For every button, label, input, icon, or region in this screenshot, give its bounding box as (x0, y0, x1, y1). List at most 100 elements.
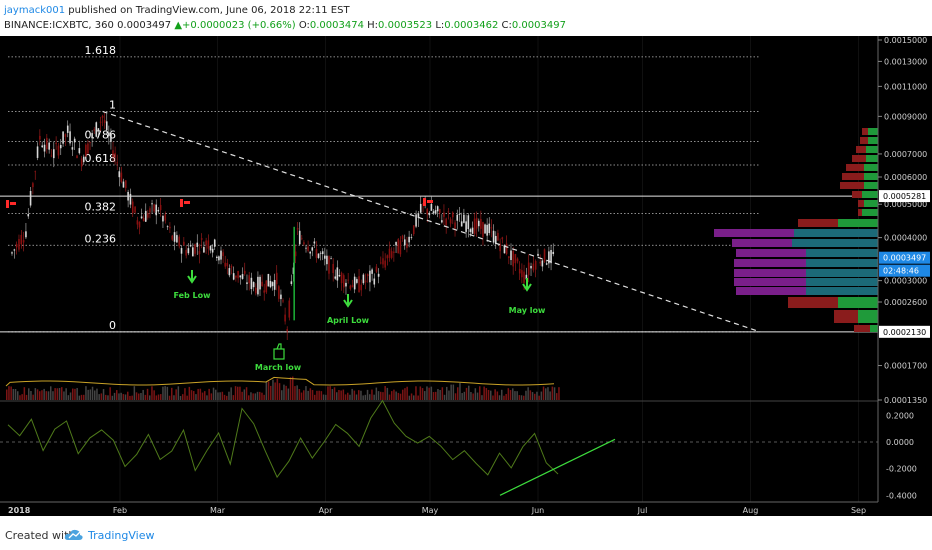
volume-profile-bar-down (734, 269, 806, 277)
candle-body (15, 244, 18, 248)
volume-bar (375, 387, 378, 400)
candle-body (185, 249, 187, 256)
volume-bar (153, 390, 155, 400)
volume-bar (439, 389, 441, 400)
time-tick-label: Jul (637, 506, 648, 515)
volume-bar (28, 388, 30, 400)
volume-bar (545, 388, 547, 400)
candle-body (460, 221, 463, 227)
candle-body (176, 235, 178, 243)
chart-area[interactable]: 1.618 1 0.786 0.618 0.382 0.236 0 Feb Low April… (0, 36, 932, 516)
candle-body (539, 261, 541, 264)
volume-bar (435, 391, 437, 400)
candle-body (207, 240, 210, 249)
candle-body (213, 239, 216, 247)
candle-body (259, 276, 261, 290)
volume-bar (402, 389, 404, 400)
tradingview-cloud-icon[interactable] (64, 528, 84, 542)
candle-body (178, 236, 181, 247)
candle-body (371, 269, 373, 274)
volume-bar (509, 390, 512, 400)
volume-bar (215, 389, 217, 400)
volume-profile-bar-up (862, 209, 878, 216)
red-marker-icon (180, 199, 183, 207)
volume-bar (514, 391, 516, 400)
tradingview-brand[interactable]: TradingView (88, 529, 155, 542)
candle-body (110, 134, 112, 142)
candle-body (224, 262, 226, 267)
candle-body (162, 215, 164, 222)
volume-bar (446, 386, 448, 400)
volume-bar (362, 395, 364, 400)
candle-body (492, 230, 495, 243)
time-axis (0, 502, 932, 516)
volume-bar (294, 386, 296, 400)
candle-body (220, 250, 222, 260)
volume-bar (133, 386, 136, 400)
volume-bar (261, 392, 263, 400)
volume-profile-bar-up (838, 219, 878, 227)
volume-bar (228, 391, 230, 400)
volume-bar (250, 392, 252, 400)
candle-body (69, 131, 71, 144)
volume-bar (314, 394, 316, 400)
volume-bar (146, 388, 149, 400)
volume-profile-bar-up (868, 137, 878, 144)
volume-bar (168, 395, 171, 400)
volume-bar (430, 386, 433, 400)
volume-bar (34, 388, 37, 400)
volume-bar (525, 390, 527, 400)
volume-bar (340, 390, 342, 400)
candle-body (27, 213, 30, 217)
volume-profile-bar-down (852, 155, 866, 162)
volume-bar (19, 395, 21, 400)
volume-bar (259, 391, 261, 400)
candle-body (97, 128, 100, 131)
volume-profile-bar-down (840, 182, 864, 189)
volume-bar (432, 392, 435, 400)
volume-profile-bar-up (864, 164, 878, 171)
volume-bar (342, 389, 345, 400)
author-link[interactable]: jaymack001 (4, 5, 66, 16)
volume-bar (32, 394, 34, 400)
candle-body (426, 208, 429, 215)
volume-bar (116, 390, 118, 400)
volume-bar (118, 393, 120, 400)
volume-bar (232, 395, 235, 400)
candle-body (482, 222, 484, 237)
volume-profile-bar-up (864, 200, 878, 207)
candle-body (445, 218, 447, 226)
volume-bar (419, 386, 422, 400)
volume-bar (219, 392, 221, 400)
candle-body (18, 239, 20, 250)
volume-bar (333, 387, 336, 400)
volume-bar (410, 393, 413, 400)
candle-body (232, 273, 235, 280)
volume-bar (109, 387, 111, 400)
volume-bar (52, 391, 54, 400)
candle-body (108, 132, 110, 137)
published-text: published on TradingView.com, June 06, 2… (68, 5, 350, 16)
volume-bar (56, 388, 59, 400)
price-highlight-label: 02:48:46 (883, 267, 919, 276)
candle-body (39, 135, 41, 140)
volume-profile-bar-down (858, 209, 862, 216)
volume-bar (534, 393, 536, 400)
candle-body (311, 247, 314, 251)
candle-body (269, 280, 272, 288)
candle-body (239, 275, 242, 278)
volume-bar (384, 386, 386, 400)
candle-body (62, 131, 64, 144)
volume-bar (472, 393, 474, 400)
volume-bar (355, 394, 358, 400)
candle-body (532, 263, 535, 271)
volume-bar (296, 385, 298, 400)
price-tick-label: 0.0015000 (884, 36, 927, 45)
candle-body (530, 265, 532, 269)
chart-footer: Created with TradingView (0, 520, 932, 550)
volume-bar (503, 395, 505, 400)
candle-body (99, 121, 102, 123)
candle-body (211, 248, 214, 253)
candle-body (286, 329, 288, 332)
